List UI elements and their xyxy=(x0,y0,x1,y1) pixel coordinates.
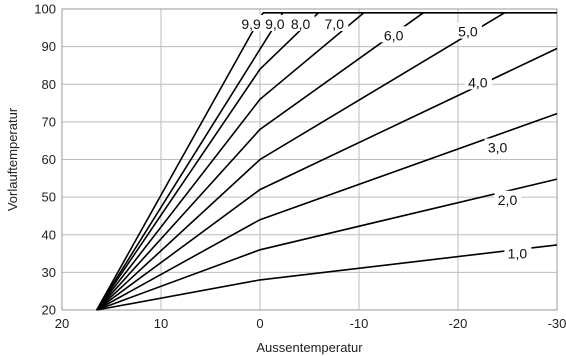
curve-label-background xyxy=(504,244,532,261)
curve-label-background xyxy=(484,138,512,155)
curve-label-background xyxy=(238,15,266,32)
curve-label-9-9: 9,9 xyxy=(241,16,261,32)
curve-labels: 1,0 2,0 3,0 4,0 5,0 6,0 7,0 8,0 9,09,9 xyxy=(238,15,532,262)
heating-curve-1-0 xyxy=(96,244,558,311)
curve-label-background xyxy=(321,15,349,32)
curve-label-2-0: 2,0 xyxy=(498,192,518,208)
curve-label-8-0: 8,0 xyxy=(291,16,311,32)
y-tick-label: 70 xyxy=(42,114,56,129)
x-tick-label: -30 xyxy=(548,316,566,331)
heating-curve-8-0 xyxy=(96,12,319,311)
heating-curve-3-0 xyxy=(96,112,558,311)
x-tick-label: -10 xyxy=(350,316,369,331)
curve-label-3-0: 3,0 xyxy=(488,139,508,155)
y-tick-label: 100 xyxy=(34,2,56,17)
y-axis-title: Vorlauftemperatur xyxy=(5,107,20,211)
y-tick-label: 20 xyxy=(42,303,56,318)
curve-label-background xyxy=(494,190,522,207)
y-tick-label: 40 xyxy=(42,227,56,242)
curve-label-1-0: 1,0 xyxy=(508,246,528,262)
curve-label-6-0: 6,0 xyxy=(384,27,404,43)
y-tick-label: 30 xyxy=(42,265,56,280)
x-tick-label: 10 xyxy=(154,316,168,331)
y-tick-label: 90 xyxy=(42,39,56,54)
x-tick-label: -20 xyxy=(449,316,468,331)
curve-label-7-0: 7,0 xyxy=(325,16,345,32)
y-tick-label: 80 xyxy=(42,77,56,92)
heating-curve-9-9 xyxy=(96,12,264,311)
curve-label-4-0: 4,0 xyxy=(468,74,488,90)
heating-curves xyxy=(96,11,558,311)
x-tick-label: 0 xyxy=(256,316,263,331)
curve-label-background xyxy=(261,15,289,32)
x-tick-label: 20 xyxy=(55,316,69,331)
curve-label-background xyxy=(454,22,482,39)
curve-label-background xyxy=(464,73,492,90)
heating-curve-6-0 xyxy=(96,12,424,311)
heating-curve-5-0 xyxy=(96,12,505,311)
heating-curve-7-0 xyxy=(96,12,365,311)
heating-curve-2-0 xyxy=(96,178,558,311)
y-tick-label: 60 xyxy=(42,152,56,167)
curve-label-5-0: 5,0 xyxy=(458,24,478,40)
curve-label-background xyxy=(380,26,408,43)
y-tick-label: 50 xyxy=(42,190,56,205)
curve-label-background xyxy=(287,15,315,32)
grid xyxy=(61,8,558,311)
heating-curve-9-0 xyxy=(96,12,284,311)
plot-frame xyxy=(61,8,558,311)
heating-curve-4-0 xyxy=(96,47,558,311)
curve-label-9-0: 9,0 xyxy=(265,16,285,32)
x-axis-title: Aussentemperatur xyxy=(256,340,363,355)
